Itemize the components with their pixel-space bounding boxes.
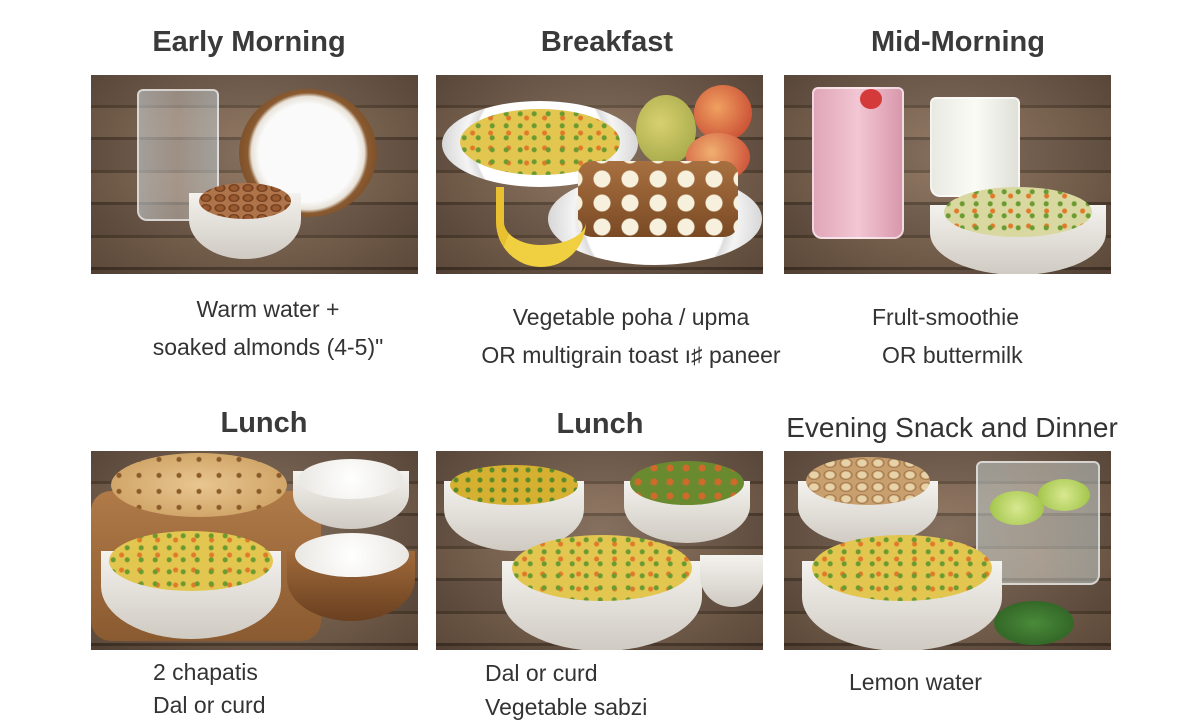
caption-line: OR buttermilk — [882, 342, 1023, 368]
meal-title-lunch-1: Lunch — [220, 407, 308, 439]
photo-mid-morning — [784, 75, 1111, 274]
sabzi — [630, 461, 744, 505]
caption-lunch-1: 2 chapatis Dal or curd — [153, 656, 265, 722]
dal — [450, 465, 578, 505]
caption-breakfast: Vegetable poha / upma OR multigrain toas… — [464, 298, 798, 374]
caption-evening-dinner: Lemon water — [849, 663, 982, 701]
photo-lunch-1 — [91, 451, 418, 650]
photo-early-morning — [91, 75, 418, 274]
caption-line: Warm water + — [196, 296, 340, 322]
pulao — [512, 535, 692, 601]
chapatis — [111, 453, 287, 517]
caption-line: OR multigrain toast ı♯ paneer — [481, 342, 781, 368]
banana — [496, 187, 586, 267]
smoothie-glass — [812, 87, 904, 239]
mixed-nuts — [806, 457, 930, 505]
lemon-slice — [990, 491, 1044, 525]
water-glass — [137, 89, 219, 221]
pulao — [812, 535, 992, 601]
caption-line: Vegetable sabzi — [485, 694, 648, 720]
strawberry — [860, 89, 882, 109]
white-rice-2 — [295, 533, 409, 577]
caption-line: Dal or curd — [485, 660, 598, 686]
mint-leaves — [994, 601, 1074, 645]
multigrain-toast — [578, 161, 738, 237]
caption-line: soaked almonds (4-5)" — [152, 334, 384, 360]
caption-line: Vegetable poha / upma — [512, 304, 750, 330]
white-rice — [299, 459, 403, 499]
caption-line: Frult-smoothie — [872, 304, 1019, 330]
lemon-slice-2 — [1038, 479, 1090, 511]
caption-mid-morning: Frult-smoothie OR buttermilk — [872, 298, 1023, 374]
caption-lunch-2: Dal or curd Vegetable sabzi — [485, 656, 647, 724]
caption-line: 2 chapatis — [153, 659, 258, 685]
meal-title-evening-dinner: Evening Snack and Dinner — [786, 412, 1118, 443]
almonds — [199, 183, 291, 219]
meal-title-breakfast: Breakfast — [540, 26, 674, 58]
coconut-bowl — [700, 555, 763, 607]
meal-title-lunch-2: Lunch — [556, 408, 644, 440]
apple — [694, 85, 752, 141]
caption-early-morning: Warm water + soaked almonds (4-5)" — [138, 290, 398, 366]
sprouts — [944, 187, 1092, 237]
photo-breakfast — [436, 75, 763, 274]
caption-line: Dal or curd — [153, 692, 266, 718]
photo-lunch-2 — [436, 451, 763, 650]
photo-evening-dinner — [784, 451, 1111, 650]
pulao — [109, 531, 273, 591]
caption-line: Lemon water — [849, 669, 982, 695]
meal-title-mid-morning: Mid-Morning — [871, 26, 1045, 58]
buttermilk-glass — [930, 97, 1020, 197]
meal-title-early-morning: Early Morning — [152, 26, 346, 58]
